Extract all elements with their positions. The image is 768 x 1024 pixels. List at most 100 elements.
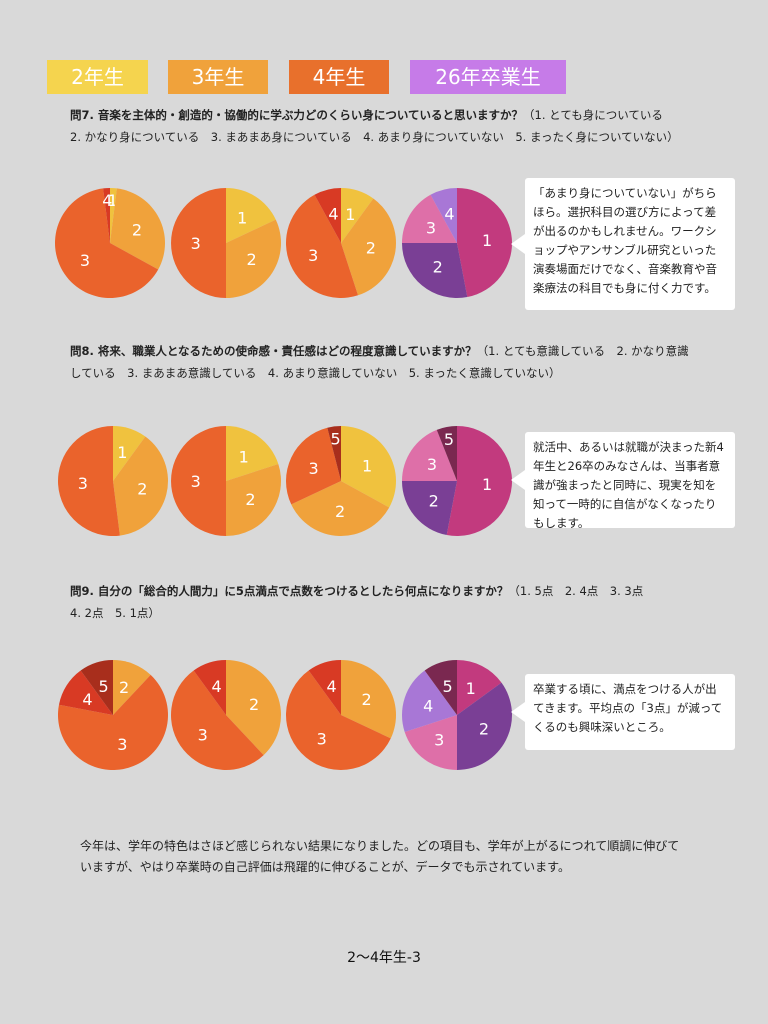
pie-label-1: 1 [345, 205, 355, 224]
pie-label-3: 3 [80, 251, 90, 270]
pie-svg: 1 2 35 [402, 426, 512, 536]
pie-slice-5 [436, 426, 457, 481]
pie-slice-2 [457, 682, 512, 770]
q7-comment: 「あまり身についていない」がちらほら。選択科目の選び方によって差が出るのかもしれ… [533, 186, 717, 295]
pie-label-1: 1 [482, 475, 492, 494]
pie-slice-3 [58, 674, 168, 770]
pie-slice-4 [103, 188, 110, 243]
pie-slice-2 [402, 243, 468, 298]
pie-label-2: 2 [119, 678, 129, 697]
pie-slice-4 [314, 188, 341, 243]
pie-label-5: 5 [443, 677, 453, 696]
pie-slice-3 [402, 429, 457, 481]
pie-label-4: 4 [328, 205, 338, 224]
q9-options-1: （1. 5点 2. 4点 3. 3点 [508, 584, 644, 598]
pie-svg: 1 2 345 [402, 660, 512, 770]
q8-question: 問8. 将来、職業人となるための使命感・責任感はどの程度意識していますか？（1.… [70, 340, 710, 384]
page-number: 2〜4年生-3 [347, 950, 421, 966]
pie-label-5: 5 [331, 429, 341, 448]
pie-slice-5 [327, 426, 341, 481]
pie-label-3: 3 [317, 729, 327, 748]
pie-slice-2 [113, 436, 168, 536]
pie-label-2: 2 [249, 695, 259, 714]
q9-comment: 卒業する頃に、満点をつける人が出てきます。平均点の「3点」が減ってくるのも興味深… [533, 682, 723, 734]
q9-options-2: 4. 2点 5. 1点） [70, 606, 160, 620]
pie-svg: 1 2 34 [402, 188, 512, 298]
q7-title: 問7. 音楽を主体的・創造的・協働的に学ぶ力どのくらい身についていると思いますか… [70, 108, 524, 122]
pie-label-1: 1 [237, 208, 247, 227]
pie-label-2: 2 [479, 720, 489, 739]
pie-label-3: 3 [78, 474, 88, 493]
pie-svg: 2 3 4 [286, 660, 396, 770]
pie-slice-1 [113, 426, 146, 481]
pie-label-3: 3 [191, 234, 201, 253]
pie-slice-2 [402, 481, 457, 536]
pie-label-3: 3 [426, 219, 436, 238]
q9-comment-bubble: 卒業する頃に、満点をつける人が出てきます。平均点の「3点」が減ってくるのも興味深… [511, 674, 735, 750]
pie-label-5: 5 [99, 677, 109, 696]
pie-slice-3 [58, 426, 120, 536]
q8-title: 問8. 将来、職業人となるための使命感・責任感はどの程度意識していますか？ [70, 344, 477, 358]
pie-slice-2 [226, 219, 281, 298]
pie-slice-3 [170, 670, 264, 770]
pie-label-1: 1 [362, 457, 372, 476]
pie-label-3: 3 [427, 455, 437, 474]
pie-slice-4 [402, 670, 457, 732]
pie-label-4: 4 [102, 191, 112, 210]
pie-slice-5 [80, 660, 113, 715]
pie-svg: 123 [171, 188, 281, 298]
pie-svg: 123 [58, 426, 168, 536]
q8-comment: 就活中、あるいは就職が決まった新4年生と26卒のみなさんは、当事者意識が強まった… [533, 440, 724, 530]
q7-comment-bubble: 「あまり身についていない」がちらほら。選択科目の選び方によって差が出るのかもしれ… [511, 178, 735, 310]
pie-slice-3 [286, 427, 341, 505]
pie-label-2: 2 [433, 257, 443, 276]
pie-slice-2 [113, 660, 151, 715]
pie-label-2: 2 [366, 239, 376, 258]
pie-slice-1 [457, 660, 502, 715]
pie-label-2: 2 [429, 491, 439, 510]
pie-slice-1 [226, 188, 276, 243]
pie-slice-3 [404, 715, 457, 770]
pie-label-1: 1 [108, 191, 118, 210]
q8-pie-3nen: 1 2 3 [171, 426, 281, 536]
legend-2nen: 2年生 [47, 60, 148, 94]
pie-slice-2 [110, 188, 165, 270]
pie-slice-2 [341, 198, 396, 296]
pie-svg: 2 3 45 [58, 660, 168, 770]
pie-slice-1 [341, 426, 396, 508]
pie-label-3: 3 [191, 472, 201, 491]
pie-slice-5 [424, 660, 457, 715]
pie-slice-4 [193, 660, 226, 715]
pie-svg: 123 [171, 426, 281, 536]
pie-slice-2 [226, 660, 281, 756]
pie-label-4: 4 [327, 677, 337, 696]
pie-label-2: 2 [361, 690, 371, 709]
pie-slice-3 [402, 194, 457, 243]
summary-text: 今年は、学年の特色はさほど感じられない結果になりました。どの項目も、学年が上がる… [80, 839, 680, 874]
pie-label-4: 4 [444, 205, 454, 224]
pie-label-3: 3 [434, 730, 444, 749]
pie-slice-3 [171, 426, 226, 536]
pie-slice-1 [446, 426, 512, 536]
pie-slice-1 [226, 426, 279, 481]
pie-slice-3 [286, 194, 358, 298]
pie-slice-3 [171, 188, 226, 298]
pie-slice-2 [291, 481, 390, 536]
q9-question: 問9. 自分の「総合的人間力」に5点満点で点数をつけるとしたら何点になりますか？… [70, 580, 710, 624]
pie-label-1: 1 [466, 679, 476, 698]
q8-comment-bubble: 就活中、あるいは就職が決まった新4年生と26卒のみなさんは、当事者意識が強まった… [511, 432, 735, 530]
pie-slice-2 [341, 660, 396, 739]
pie-label-4: 4 [423, 697, 433, 716]
q9-title: 問9. 自分の「総合的人間力」に5点満点で点数をつけるとしたら何点になりますか？ [70, 584, 509, 598]
legend-graduates: 26年卒業生 [410, 60, 566, 94]
pie-slice-3 [54, 188, 159, 298]
q7-options-1: （1. とても身についている [523, 108, 663, 122]
pie-label-1: 1 [482, 231, 492, 250]
pie-label-2: 2 [335, 502, 345, 521]
